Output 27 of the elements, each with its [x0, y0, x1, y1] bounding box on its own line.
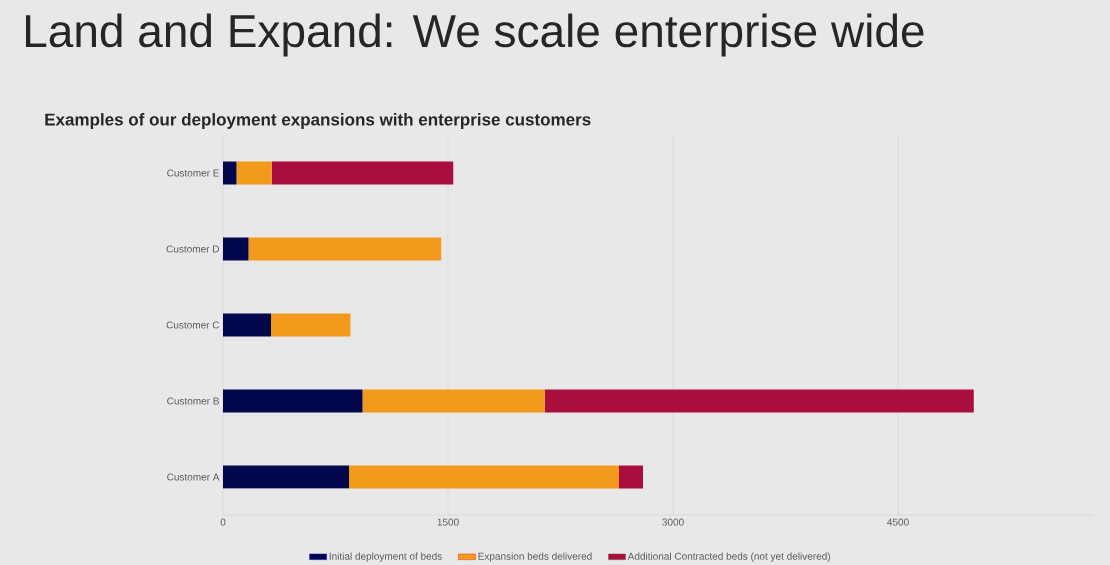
x-tick-label: 3000: [662, 518, 684, 526]
bar: [349, 465, 620, 489]
legend-label: Additional Contracted beds (not yet delivered): [627, 552, 830, 562]
y-tick-label: Customer D: [166, 245, 219, 253]
bar: [223, 389, 363, 413]
bar: [544, 389, 974, 413]
y-tick-label: Customer C: [166, 321, 220, 329]
y-tick-label: Customer B: [167, 397, 219, 405]
bar: [362, 389, 545, 413]
y-tick-label: Customer A: [167, 473, 220, 481]
bar: [223, 161, 237, 185]
bar: [271, 313, 351, 337]
x-tick-label: 0: [220, 518, 226, 526]
y-tick-label: Customer E: [167, 169, 220, 177]
bar: [223, 465, 349, 489]
x-tick-label: 1500: [437, 518, 459, 526]
x-tick-label: 4500: [887, 518, 909, 526]
bar: [236, 161, 272, 185]
bar: [248, 237, 442, 261]
legend-label: Initial deployment of beds: [329, 552, 442, 562]
bar: [271, 161, 454, 185]
chart-title: Land and Expand: We scale enterprise wide: [25, 13, 924, 57]
chart-subtitle: Examples of our deployment expansions with enterprise customers: [45, 113, 591, 129]
bar: [223, 237, 249, 261]
bar: [619, 465, 644, 489]
legend-label: Expansion beds delivered: [478, 552, 592, 562]
bar: [223, 313, 272, 337]
